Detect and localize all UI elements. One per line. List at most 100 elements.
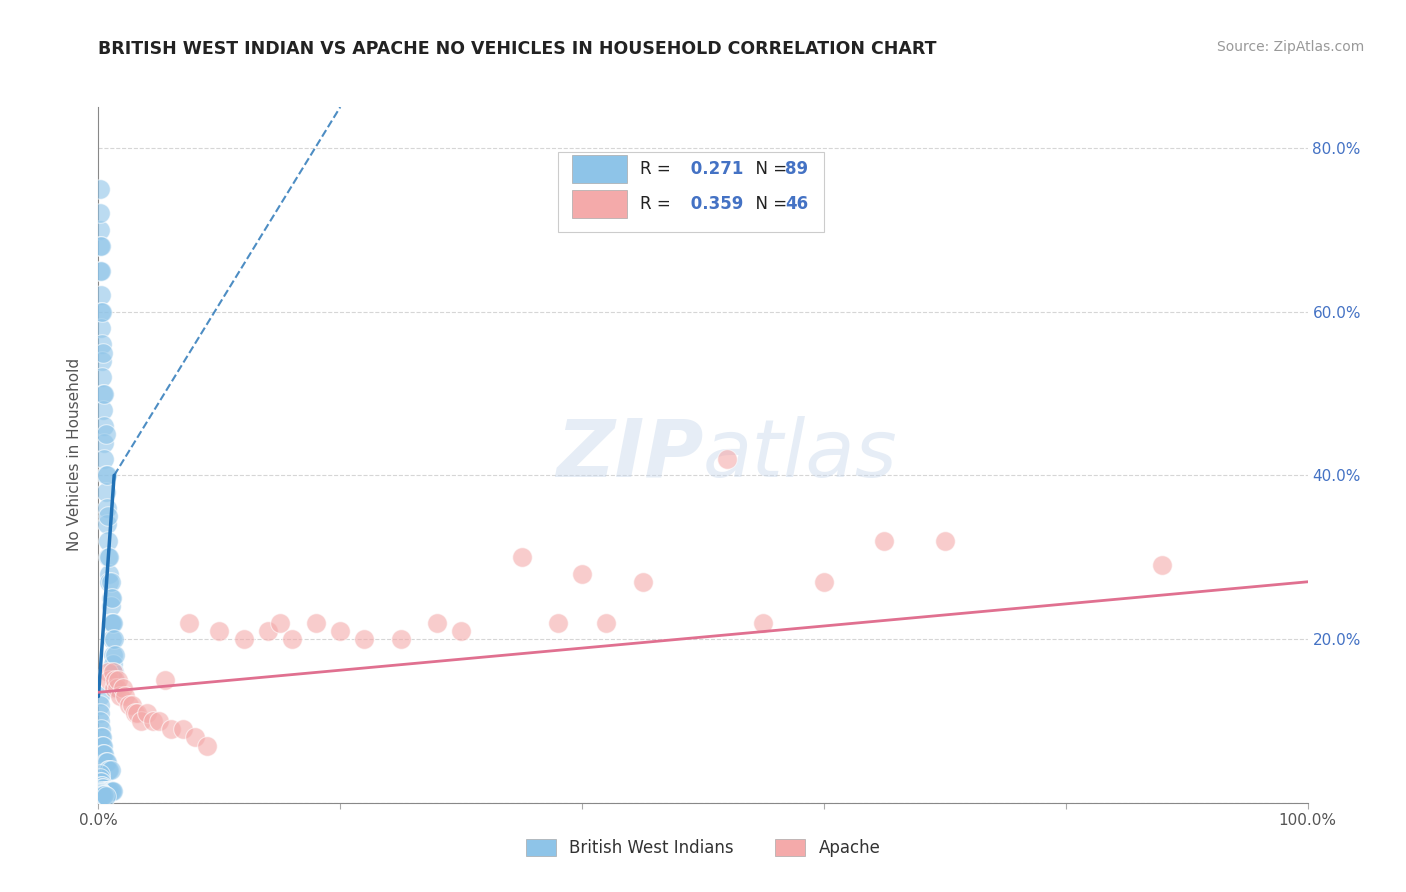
Point	[91, 731, 114, 745]
Point	[98, 566, 121, 581]
Point	[89, 783, 111, 797]
Point	[631, 574, 654, 589]
Point	[97, 763, 120, 777]
Point	[100, 615, 122, 630]
Text: BRITISH WEST INDIAN VS APACHE NO VEHICLES IN HOUSEHOLD CORRELATION CHART: BRITISH WEST INDIAN VS APACHE NO VEHICLE…	[98, 40, 936, 58]
Point	[90, 787, 112, 801]
Point	[752, 615, 775, 630]
Point	[91, 780, 114, 794]
Point	[934, 533, 956, 548]
Point	[256, 624, 278, 638]
Point	[93, 452, 115, 467]
Point	[98, 673, 121, 687]
Point	[108, 690, 131, 704]
Point	[426, 615, 449, 630]
Point	[571, 566, 593, 581]
Point	[91, 780, 114, 795]
Point	[98, 763, 121, 777]
Point	[98, 550, 121, 565]
Point	[813, 574, 835, 589]
Point	[90, 321, 112, 335]
Point	[269, 615, 291, 630]
Point	[89, 264, 111, 278]
Text: Source: ZipAtlas.com: Source: ZipAtlas.com	[1216, 40, 1364, 54]
Point	[160, 722, 183, 736]
Text: 0.271: 0.271	[685, 160, 744, 178]
Point	[94, 789, 117, 804]
Point	[281, 632, 304, 646]
Point	[100, 783, 122, 797]
Point	[105, 681, 128, 696]
Point	[124, 706, 146, 720]
Point	[100, 591, 122, 606]
Point	[94, 755, 117, 769]
Point	[103, 681, 125, 696]
Point	[91, 337, 114, 351]
Point	[93, 419, 115, 434]
Point	[94, 427, 117, 442]
Point	[716, 452, 738, 467]
Point	[90, 731, 112, 745]
Point	[97, 509, 120, 524]
Point	[91, 353, 114, 368]
FancyBboxPatch shape	[572, 190, 627, 218]
Point	[94, 783, 117, 797]
Point	[450, 624, 472, 638]
Point	[89, 775, 111, 789]
Point	[89, 714, 111, 728]
Point	[89, 239, 111, 253]
Point	[90, 786, 112, 800]
Point	[90, 264, 112, 278]
Point	[595, 615, 617, 630]
Point	[91, 780, 114, 795]
FancyBboxPatch shape	[558, 153, 824, 232]
Point	[97, 533, 120, 548]
Point	[101, 657, 124, 671]
Point	[547, 615, 569, 630]
Point	[100, 615, 122, 630]
Point	[90, 304, 112, 318]
Point	[90, 288, 112, 302]
Point	[127, 706, 149, 720]
Text: 89: 89	[785, 160, 808, 178]
Point	[91, 788, 114, 802]
Point	[91, 739, 114, 753]
Point	[135, 706, 157, 720]
Point	[103, 632, 125, 646]
Point	[118, 698, 141, 712]
Text: 0.359: 0.359	[685, 195, 744, 213]
Point	[179, 615, 201, 630]
Text: atlas: atlas	[703, 416, 898, 494]
Point	[93, 747, 115, 761]
Point	[89, 706, 111, 720]
Point	[91, 304, 114, 318]
Point	[111, 681, 134, 696]
Point	[142, 714, 165, 728]
Point	[100, 574, 122, 589]
Point	[129, 714, 152, 728]
Point	[90, 722, 112, 736]
Legend: British West Indians, Apache: British West Indians, Apache	[519, 832, 887, 864]
Point	[98, 783, 121, 797]
Point	[89, 785, 111, 799]
Point	[90, 775, 112, 789]
Point	[91, 345, 114, 359]
Point	[90, 239, 112, 253]
Point	[100, 591, 122, 606]
Point	[208, 624, 231, 638]
Point	[100, 632, 122, 646]
Point	[103, 665, 125, 679]
Point	[104, 673, 127, 687]
Text: 46: 46	[785, 195, 808, 213]
Point	[93, 788, 115, 802]
Point	[107, 673, 129, 687]
Point	[104, 681, 127, 696]
Point	[91, 747, 114, 761]
Point	[89, 771, 111, 785]
Point	[101, 615, 124, 630]
Point	[101, 665, 124, 679]
Y-axis label: No Vehicles in Household: No Vehicles in Household	[67, 359, 83, 551]
Point	[510, 550, 533, 565]
Point	[93, 783, 115, 797]
Text: N =: N =	[745, 195, 793, 213]
